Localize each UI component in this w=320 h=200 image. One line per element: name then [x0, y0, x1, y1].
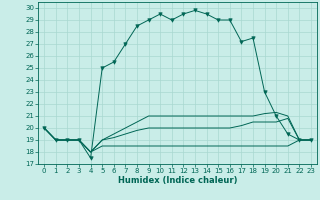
X-axis label: Humidex (Indice chaleur): Humidex (Indice chaleur) [118, 176, 237, 185]
